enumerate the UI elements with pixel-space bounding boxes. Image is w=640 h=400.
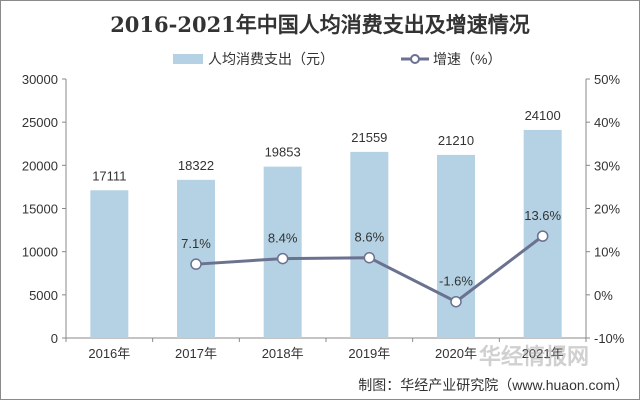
left-tick-label: 15000 [22,202,58,217]
growth-marker [363,251,376,264]
legend-line-label: 增速（%） [433,51,501,67]
growth-marker [276,252,289,265]
bar-value-label: 21559 [351,130,387,145]
bar-value-label: 18322 [178,158,214,173]
bar-value-label: 24100 [525,108,561,123]
x-tick-label: 2016年 [88,346,130,361]
bar [350,151,389,338]
chart-title: 2016-2021年中国人均消费支出及增速情况 [110,12,530,37]
legend-bar-swatch [173,54,203,64]
growth-value-label: 13.6% [524,208,561,223]
bar [263,166,302,338]
growth-marker [450,295,462,308]
right-tick-label: 40% [594,115,620,130]
right-tick-label: -10% [594,331,625,346]
growth-value-label: 8.6% [355,230,385,245]
growth-marker [190,258,202,270]
x-tick-label: 2021年 [522,346,564,361]
right-tick-label: 20% [594,202,620,217]
bar-value-label: 17111 [92,168,126,183]
growth-value-label: -1.6% [439,274,473,289]
x-tick-label: 2020年 [435,346,477,361]
legend-bar-label: 人均消费支出（元） [208,51,334,67]
bar-value-label: 19853 [265,145,301,160]
left-tick-label: 20000 [22,158,58,173]
legend-line-marker [410,54,420,64]
bar [437,154,475,338]
right-tick-label: 30% [594,158,620,173]
right-tick-label: 0% [594,288,613,303]
left-tick-label: 0 [51,331,58,346]
source-note: 制图：华经产业研究院（www.huaon.com） [358,377,629,393]
left-tick-label: 10000 [22,245,58,260]
x-tick-label: 2019年 [348,346,390,361]
right-tick-label: 10% [594,245,620,260]
bar-value-label: 21210 [438,133,474,148]
right-tick-label: 50% [594,72,620,87]
x-tick-label: 2018年 [262,346,304,361]
x-tick-label: 2017年 [175,346,217,361]
left-tick-label: 25000 [22,115,58,130]
growth-value-label: 7.1% [181,236,211,251]
bar [90,190,129,338]
left-tick-label: 30000 [22,72,58,87]
growth-value-label: 8.4% [268,231,298,246]
growth-marker [536,230,549,242]
watermark-logo: 华经情报网 [479,344,590,369]
left-tick-label: 5000 [29,288,58,303]
